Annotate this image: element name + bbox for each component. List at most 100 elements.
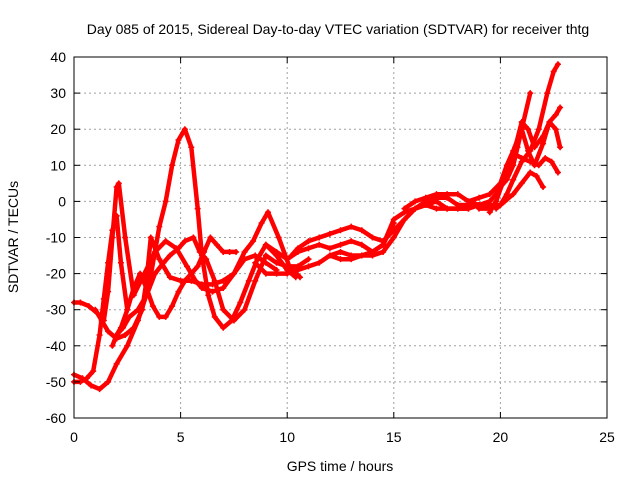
data-point <box>220 248 227 255</box>
data-point <box>503 176 510 183</box>
data-point <box>326 252 333 259</box>
data-point <box>531 162 538 169</box>
y-tick-label: 20 <box>50 121 66 137</box>
data-point <box>130 285 137 292</box>
data-point <box>241 306 248 313</box>
data-point <box>90 368 97 375</box>
data-point <box>476 194 483 201</box>
data-point <box>250 238 257 245</box>
series-line <box>327 199 492 262</box>
y-tick-label: 0 <box>58 193 66 209</box>
data-point <box>183 263 190 270</box>
data-point <box>348 256 355 263</box>
data-point <box>156 256 163 263</box>
data-point <box>412 205 419 212</box>
data-point <box>79 375 86 382</box>
data-point <box>226 248 233 255</box>
data-point <box>175 288 182 295</box>
x-tick-label: 25 <box>599 429 615 445</box>
data-point <box>113 360 120 367</box>
data-point <box>497 183 504 190</box>
y-axis-label: SDTVAR / TECUs <box>5 181 21 293</box>
data-point <box>233 248 240 255</box>
x-axis-label: GPS time / hours <box>287 458 394 474</box>
data-point <box>211 313 218 320</box>
data-point <box>486 191 493 198</box>
data-point <box>273 248 280 255</box>
data-point <box>518 126 525 133</box>
data-point <box>533 173 540 180</box>
data-point <box>166 252 173 259</box>
series-arc-5 <box>113 234 312 338</box>
data-point <box>433 205 440 212</box>
data-point <box>109 227 116 234</box>
data-point <box>137 270 144 277</box>
data-point <box>503 191 510 198</box>
data-point <box>245 277 252 284</box>
data-point <box>203 256 210 263</box>
data-point <box>284 270 291 277</box>
data-point <box>156 223 163 230</box>
data-point <box>284 263 291 270</box>
data-point <box>254 256 261 263</box>
data-point <box>201 248 208 255</box>
data-point <box>160 259 167 266</box>
data-point <box>337 227 344 234</box>
data-point <box>213 241 220 248</box>
data-point <box>190 234 197 241</box>
series-arc-9 <box>288 202 472 259</box>
y-tick-label: -20 <box>46 266 66 282</box>
data-point <box>169 162 176 169</box>
data-point <box>518 158 525 165</box>
y-tick-label: -60 <box>46 410 66 426</box>
data-point <box>433 191 440 198</box>
data-point <box>486 198 493 205</box>
data-point <box>181 238 188 245</box>
data-point <box>550 68 557 75</box>
data-point <box>486 209 493 216</box>
data-point <box>194 205 201 212</box>
data-point <box>454 205 461 212</box>
data-point <box>237 299 244 306</box>
data-point <box>527 90 534 97</box>
data-point <box>540 183 547 190</box>
data-point <box>294 266 301 273</box>
data-point <box>85 303 92 310</box>
data-point <box>294 245 301 252</box>
data-point <box>554 169 561 176</box>
data-point <box>493 198 500 205</box>
data-point <box>156 313 163 320</box>
data-point <box>337 241 344 248</box>
data-point <box>275 234 282 241</box>
data-point <box>117 259 124 266</box>
data-point <box>554 61 561 68</box>
data-point <box>188 144 195 151</box>
data-point <box>390 220 397 227</box>
data-point <box>544 90 551 97</box>
data-point <box>205 292 212 299</box>
data-point <box>369 252 376 259</box>
data-point <box>557 144 564 151</box>
series-arc-8 <box>262 220 397 263</box>
data-point <box>209 288 216 295</box>
data-point <box>305 238 312 245</box>
data-point <box>305 256 312 263</box>
data-point <box>122 234 129 241</box>
x-tick-label: 15 <box>386 429 402 445</box>
data-point <box>337 256 344 263</box>
data-point <box>241 248 248 255</box>
data-point <box>358 241 365 248</box>
data-point <box>262 252 269 259</box>
series-arc-15 <box>497 118 564 190</box>
data-point <box>115 180 122 187</box>
axis-ticks: 0 5 10 15 20 25 -60 -50 -40 -30 -20 -10 0 10 20 30 40 <box>46 49 615 445</box>
data-point <box>476 205 483 212</box>
data-point <box>207 234 214 241</box>
data-point <box>262 270 269 277</box>
data-point <box>252 277 259 284</box>
chart-title: Day 085 of 2015, Sidereal Day-to-day VTE… <box>87 21 589 37</box>
data-point <box>265 209 272 216</box>
data-point <box>337 248 344 255</box>
data-point <box>326 230 333 237</box>
